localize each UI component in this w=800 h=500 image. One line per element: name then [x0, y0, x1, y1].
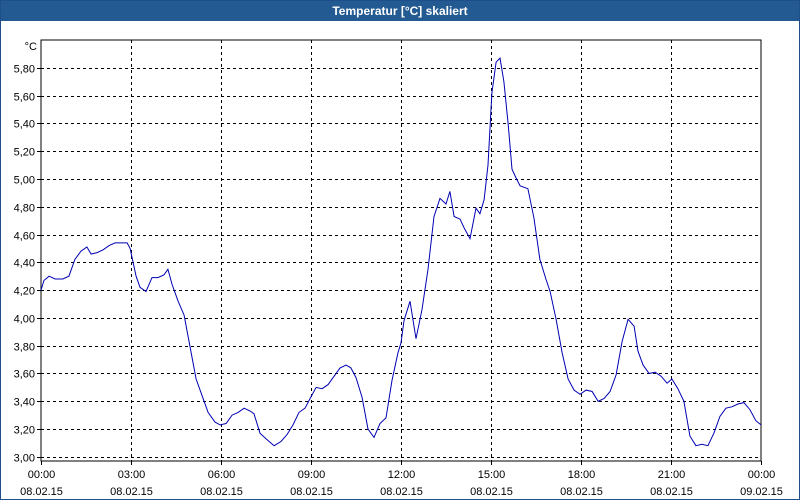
y-tick-label: 5,60: [14, 92, 35, 104]
x-tick-date-label: 08.02.15: [20, 486, 63, 498]
y-axis-unit-label: °C: [25, 41, 37, 53]
x-tick-date-label: 08.02.15: [110, 486, 153, 498]
chart-title: Temperatur [°C] skaliert: [1, 1, 799, 21]
y-tick-label: 5,40: [14, 119, 35, 131]
grid-lines: [41, 40, 761, 461]
x-tick-date-label: 08.02.15: [200, 486, 243, 498]
temperature-series-line: [40, 57, 762, 447]
x-tick-time-label: 18:00: [568, 469, 596, 481]
y-tick-label: 3,80: [14, 342, 35, 354]
x-tick-date-label: 08.02.15: [560, 486, 603, 498]
y-tick-label: 5,80: [14, 64, 35, 76]
y-axis: 3,00 3,20 3,40 3,60 3,80 4,00 4,20 4,40 4,60 4,80…: [14, 64, 41, 465]
x-tick-time-label: 15:00: [478, 469, 506, 481]
x-tick-date-label: 08.02.15: [470, 486, 513, 498]
x-tick-time-label: 21:00: [658, 469, 686, 481]
y-tick-label: 4,00: [14, 314, 35, 326]
x-tick-time-label: 03:00: [118, 469, 146, 481]
y-tick-label: 3,60: [14, 369, 35, 381]
y-tick-label: 4,60: [14, 231, 35, 243]
x-axis: 00:00 08.02.15 03:00 08.02.15 06:00 08.02.15 0…: [20, 461, 783, 498]
x-tick-date-label: 08.02.15: [650, 486, 693, 498]
y-tick-label: 3,40: [14, 397, 35, 409]
y-tick-label: 3,00: [14, 453, 35, 465]
y-tick-label: 4,20: [14, 286, 35, 298]
y-tick-label: 4,80: [14, 203, 35, 215]
x-tick-date-label: 08.02.15: [380, 486, 423, 498]
y-tick-label: 5,20: [14, 147, 35, 159]
y-tick-label: 5,00: [14, 175, 35, 187]
x-tick-time-label: 00:00: [748, 469, 776, 481]
x-tick-time-label: 06:00: [208, 469, 236, 481]
x-tick-date-label: 09.02.15: [740, 486, 783, 498]
x-tick-time-label: 00:00: [28, 469, 56, 481]
x-tick-date-label: 08.02.15: [290, 486, 333, 498]
x-tick-time-label: 09:00: [298, 469, 326, 481]
x-tick-time-label: 12:00: [388, 469, 416, 481]
y-tick-label: 3,20: [14, 425, 35, 437]
y-tick-label: 4,40: [14, 258, 35, 270]
